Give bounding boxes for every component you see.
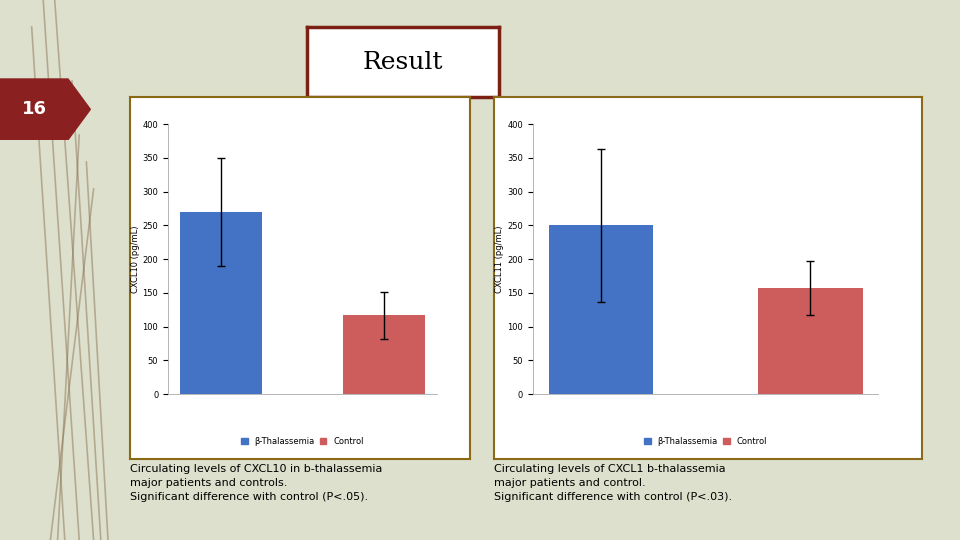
Bar [343,315,424,394]
Bar [180,212,262,394]
Polygon shape [0,78,91,140]
Legend: β-Thalassemia, Control: β-Thalassemia, Control [238,434,367,449]
Y-axis label: CXCL10 (pg/mL): CXCL10 (pg/mL) [131,226,139,293]
Bar [758,288,863,394]
Legend: β-Thalassemia, Control: β-Thalassemia, Control [641,434,770,449]
Text: 16: 16 [22,100,47,118]
Bar [548,226,653,394]
Text: Circulating levels of CXCL10 in b-thalassemia
major patients and controls.
Signi: Circulating levels of CXCL10 in b-thalas… [130,464,382,502]
Y-axis label: CXCL11 (pg/mL): CXCL11 (pg/mL) [495,226,504,293]
Text: Result: Result [363,51,444,73]
Text: Circulating levels of CXCL1 b-thalassemia
major patients and control.
Significan: Circulating levels of CXCL1 b-thalassemi… [494,464,732,502]
